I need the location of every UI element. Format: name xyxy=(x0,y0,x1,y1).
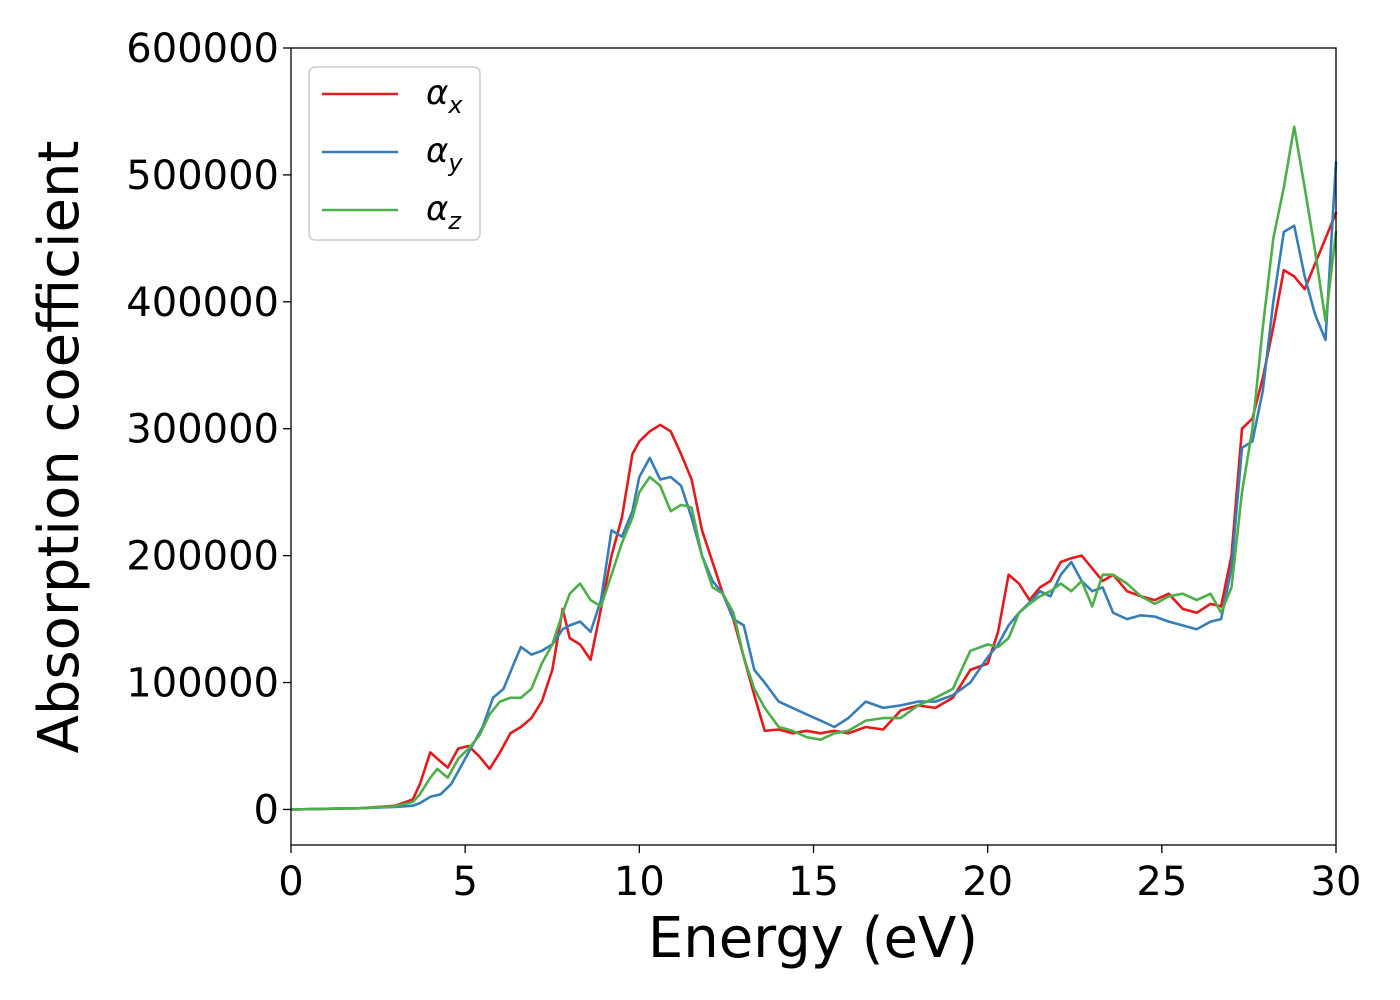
legend-box xyxy=(308,66,481,241)
x-tick-label: 25 xyxy=(1136,859,1187,905)
legend-label-x: αx xyxy=(426,73,463,119)
series-line-z xyxy=(289,125,1338,811)
legend-label-y: αy xyxy=(426,131,463,177)
y-tick-label: 400000 xyxy=(126,280,279,326)
x-axis-label: Energy (eV) xyxy=(648,906,978,971)
legend-label-z: αz xyxy=(426,189,462,235)
series-line-y xyxy=(289,160,1338,811)
y-tick-label: 100000 xyxy=(126,661,279,707)
x-tick-label: 5 xyxy=(452,859,477,905)
series-line-x xyxy=(289,211,1338,811)
x-tick-label: 10 xyxy=(614,859,665,905)
x-tick-label: 30 xyxy=(1311,859,1362,905)
x-axis-ticks: 0 5 10 15 20 25 30 xyxy=(278,845,1361,905)
y-axis-label: Absorption coefficient xyxy=(27,141,92,754)
y-tick-label: 300000 xyxy=(126,407,279,453)
y-axis-ticks: 0 100000 200000 300000 400000 500000 600000 xyxy=(126,26,291,833)
x-tick-label: 20 xyxy=(962,859,1013,905)
y-tick-label: 200000 xyxy=(126,534,279,580)
legend: αx αy αz xyxy=(308,66,481,241)
y-tick-label: 600000 xyxy=(126,26,279,72)
x-tick-label: 0 xyxy=(278,859,303,905)
y-tick-label: 500000 xyxy=(126,153,279,199)
series-lines xyxy=(289,125,1338,811)
y-tick-label: 0 xyxy=(254,787,279,833)
x-tick-label: 15 xyxy=(788,859,839,905)
